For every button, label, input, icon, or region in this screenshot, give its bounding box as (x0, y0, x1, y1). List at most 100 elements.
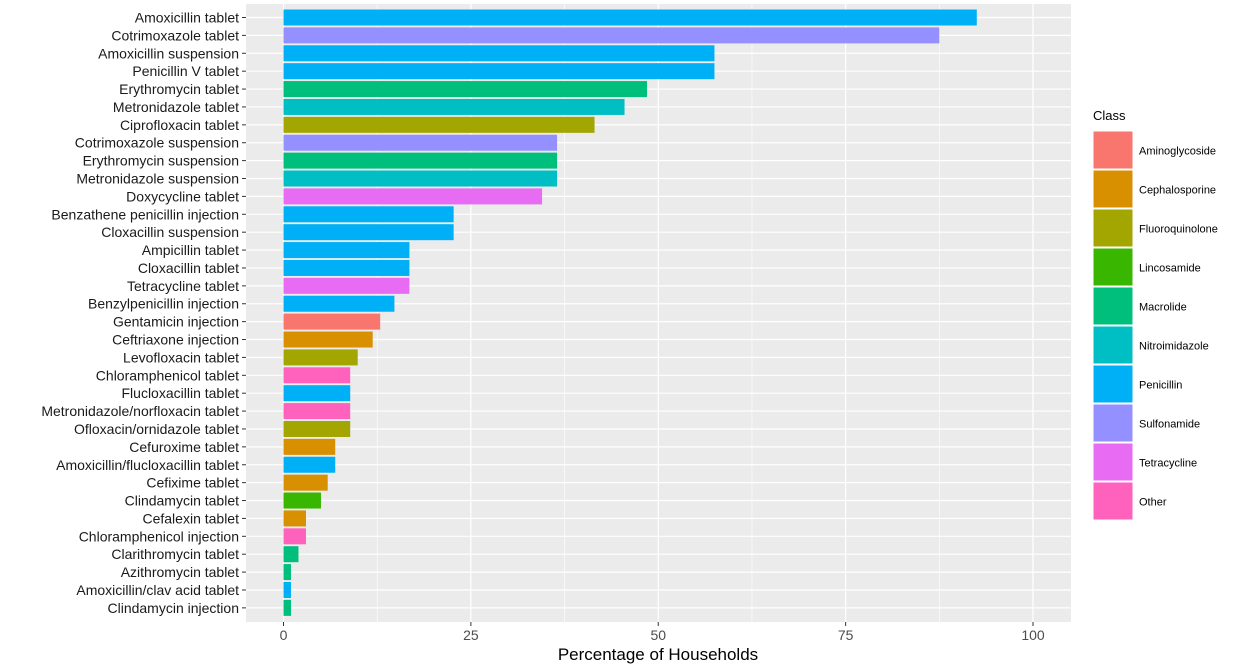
legend-label: Aminoglycoside (1139, 146, 1216, 158)
category-label: Ofloxacin/ornidazole tablet (74, 421, 239, 437)
category-label: Metronidazole suspension (76, 171, 239, 187)
legend-label: Cephalosporine (1139, 185, 1216, 197)
category-label: Cotrimoxazole tablet (111, 27, 239, 43)
legend-swatch (1092, 364, 1134, 404)
legend-swatch (1092, 208, 1134, 248)
bar (283, 98, 625, 115)
value-axis: 0 25 50 75 100 (280, 622, 1045, 643)
bar (283, 45, 715, 62)
category-label: Tetracycline tablet (127, 278, 239, 294)
bar (283, 420, 351, 437)
category-label: Cefuroxime tablet (129, 439, 239, 455)
category-label: Cefixime tablet (146, 475, 239, 491)
legend-swatch (1092, 481, 1134, 521)
bar (283, 277, 410, 294)
bar (283, 510, 306, 527)
bar (283, 116, 595, 133)
category-label: Chloramphenicol injection (79, 528, 239, 544)
legend-swatch (1092, 442, 1134, 482)
category-label: Benzylpenicillin injection (88, 296, 239, 312)
bar (283, 546, 299, 563)
category-label: Benzathene penicillin injection (51, 206, 239, 222)
bar (283, 474, 328, 491)
legend-label: Nitroimidazole (1139, 341, 1209, 353)
category-label: Amoxicillin/flucloxacillin tablet (56, 457, 239, 473)
bar (283, 349, 358, 366)
legend-label: Lincosamide (1139, 263, 1201, 275)
category-label: Amoxicillin/clav acid tablet (76, 582, 239, 598)
legend-swatch (1092, 325, 1134, 365)
x-axis-title: Percentage of Households (558, 645, 758, 664)
legend-swatch (1092, 130, 1134, 170)
bar (283, 438, 336, 455)
bar (283, 206, 454, 223)
category-label: Flucloxacillin tablet (122, 385, 240, 401)
category-label: Cefalexin tablet (142, 510, 239, 526)
category-label: Levofloxacin tablet (123, 349, 239, 365)
x-tick-label: 25 (463, 627, 479, 643)
bar (283, 295, 395, 312)
category-label: Metronidazole/norfloxacin tablet (41, 403, 239, 419)
category-label: Amoxicillin tablet (135, 10, 239, 26)
bar (283, 403, 351, 420)
bar (283, 492, 321, 509)
bar (283, 9, 977, 26)
legend: Class Aminoglycoside Cephalosporine Fluoro… (1092, 108, 1218, 521)
category-label: Clarithromycin tablet (111, 546, 239, 562)
legend-label: Sulfonamide (1139, 419, 1200, 431)
bar (283, 81, 648, 98)
legend-swatch (1092, 247, 1134, 287)
bar (283, 564, 291, 581)
bar (283, 224, 454, 241)
bar (283, 134, 558, 151)
bar (283, 63, 715, 80)
category-label: Erythromycin suspension (83, 153, 239, 169)
category-label: Ampicillin tablet (142, 242, 239, 258)
legend-swatch (1092, 169, 1134, 209)
bar (283, 456, 336, 473)
category-label: Cotrimoxazole suspension (75, 135, 239, 151)
bar (283, 27, 940, 44)
category-label: Amoxicillin suspension (98, 45, 239, 61)
bar (283, 528, 306, 545)
category-label: Doxycycline tablet (126, 188, 239, 204)
category-label: Clindamycin tablet (125, 493, 239, 509)
legend-label: Macrolide (1139, 302, 1187, 314)
category-label: Penicillin V tablet (132, 63, 239, 79)
bar (283, 313, 381, 330)
x-tick-label: 100 (1021, 627, 1045, 643)
legend-title: Class (1093, 108, 1126, 123)
legend-label: Other (1139, 497, 1167, 509)
legend-swatch (1092, 286, 1134, 326)
bar (283, 581, 291, 598)
category-label: Clindamycin injection (107, 600, 239, 616)
bar (283, 599, 291, 616)
x-tick-label: 0 (280, 627, 288, 643)
legend-label: Fluoroquinolone (1139, 224, 1218, 236)
legend-swatch (1092, 403, 1134, 443)
bar (283, 259, 410, 276)
bars (283, 9, 977, 616)
category-label: Erythromycin tablet (119, 81, 239, 97)
bar (283, 152, 558, 169)
category-label: Ciprofloxacin tablet (120, 117, 239, 133)
bar (283, 385, 351, 402)
x-tick-label: 50 (650, 627, 666, 643)
bar (283, 188, 543, 205)
category-label: Gentamicin injection (113, 314, 239, 330)
category-label: Azithromycin tablet (121, 564, 239, 580)
bar (283, 367, 351, 384)
bar (283, 170, 558, 187)
bar (283, 242, 410, 259)
category-label: Metronidazole tablet (113, 99, 239, 115)
legend-label: Tetracycline (1139, 458, 1197, 470)
category-label: Ceftriaxone injection (112, 332, 239, 348)
x-tick-label: 75 (838, 627, 854, 643)
bar (283, 331, 373, 348)
category-label: Cloxacillin tablet (138, 260, 239, 276)
category-label: Cloxacillin suspension (101, 224, 239, 240)
legend-label: Penicillin (1139, 380, 1182, 392)
